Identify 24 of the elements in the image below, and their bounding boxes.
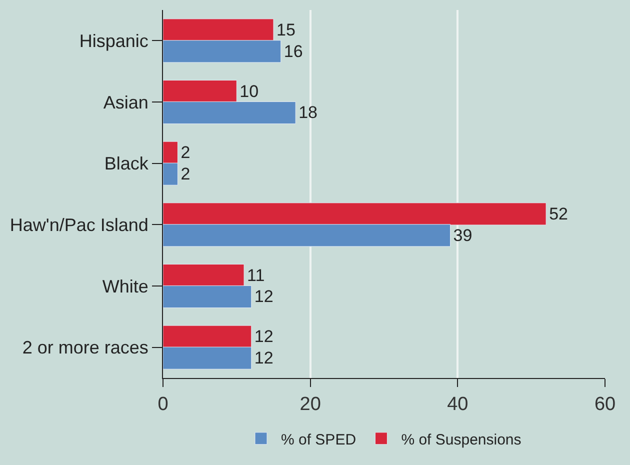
legend-label: % of SPED: [281, 431, 356, 448]
x-tick-label: 60: [594, 394, 616, 415]
y-tick-label: Haw'n/Pac Island: [10, 214, 148, 235]
data-label: 12: [254, 287, 274, 306]
data-label: 11: [247, 266, 265, 285]
y-tick-label: Asian: [103, 92, 148, 112]
data-label: 10: [240, 82, 259, 101]
y-tick-label: 2 or more races: [22, 338, 148, 358]
data-label: 52: [549, 204, 568, 224]
y-tick-label: Hispanic: [79, 30, 148, 51]
y-tick-label: Black: [104, 154, 150, 174]
legend-label: % of Suspensions: [401, 431, 522, 448]
data-label: 2: [180, 164, 190, 184]
data-label: 18: [298, 103, 318, 122]
data-label: 2: [180, 143, 190, 162]
data-label: 16: [284, 42, 303, 61]
data-label: 15: [276, 20, 296, 40]
x-tick-label: 40: [447, 394, 468, 415]
x-tick-label: 0: [158, 394, 168, 415]
data-label: 12: [254, 327, 274, 346]
y-tick-label: White: [102, 276, 148, 296]
data-label: 12: [254, 348, 274, 368]
x-tick-label: 20: [300, 394, 321, 415]
data-label: 39: [453, 226, 472, 245]
